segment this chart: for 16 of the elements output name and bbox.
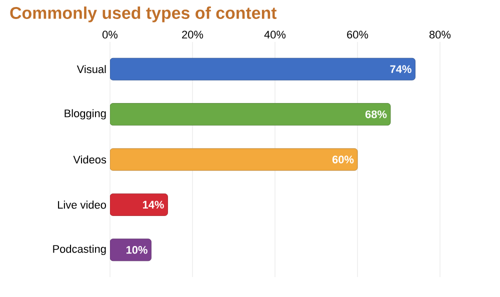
- x-tick-label: 60%: [347, 30, 368, 38]
- data-label: 68%: [365, 110, 387, 118]
- chart-title: Commonly used types of content: [10, 6, 277, 22]
- data-label: 10%: [126, 246, 148, 254]
- y-tick-label: Blogging: [64, 109, 106, 120]
- data-label: 60%: [332, 156, 354, 164]
- y-tick-label: Live video: [58, 200, 106, 209]
- x-tick-label: 80%: [429, 30, 451, 38]
- x-tick-label: 20%: [182, 30, 204, 38]
- data-label: 14%: [142, 200, 164, 209]
- y-tick-label: Visual: [76, 65, 106, 74]
- x-tick-label: 40%: [264, 30, 286, 38]
- x-tick-label: 0%: [102, 30, 118, 38]
- y-tick-label: Videos: [73, 155, 106, 164]
- y-tick-label: Podcasting: [53, 244, 106, 255]
- data-label: 74%: [390, 65, 412, 73]
